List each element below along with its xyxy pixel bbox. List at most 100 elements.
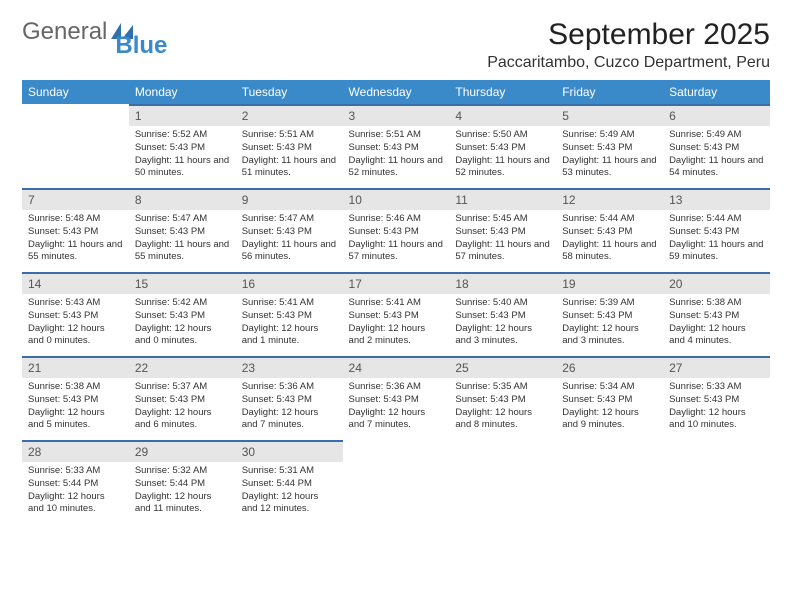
sunset-text: Sunset: 5:43 PM	[562, 142, 657, 155]
day-details: Sunrise: 5:36 AMSunset: 5:43 PMDaylight:…	[236, 378, 343, 438]
calendar-cell: 13Sunrise: 5:44 AMSunset: 5:43 PMDayligh…	[663, 188, 770, 272]
day-details: Sunrise: 5:32 AMSunset: 5:44 PMDaylight:…	[129, 462, 236, 522]
daylight-text: Daylight: 12 hours and 3 minutes.	[455, 323, 550, 349]
day-number: 14	[22, 272, 129, 294]
daylight-text: Daylight: 11 hours and 51 minutes.	[242, 155, 337, 181]
day-details: Sunrise: 5:43 AMSunset: 5:43 PMDaylight:…	[22, 294, 129, 354]
calendar-cell: 1Sunrise: 5:52 AMSunset: 5:43 PMDaylight…	[129, 104, 236, 188]
daylight-text: Daylight: 11 hours and 59 minutes.	[669, 239, 764, 265]
day-details: Sunrise: 5:41 AMSunset: 5:43 PMDaylight:…	[236, 294, 343, 354]
day-details: Sunrise: 5:34 AMSunset: 5:43 PMDaylight:…	[556, 378, 663, 438]
calendar-cell: 17Sunrise: 5:41 AMSunset: 5:43 PMDayligh…	[343, 272, 450, 356]
daylight-text: Daylight: 11 hours and 55 minutes.	[135, 239, 230, 265]
sunset-text: Sunset: 5:43 PM	[135, 394, 230, 407]
day-details: Sunrise: 5:37 AMSunset: 5:43 PMDaylight:…	[129, 378, 236, 438]
calendar-cell: 7Sunrise: 5:48 AMSunset: 5:43 PMDaylight…	[22, 188, 129, 272]
day-number: 18	[449, 272, 556, 294]
day-number: 30	[236, 440, 343, 462]
day-details: Sunrise: 5:49 AMSunset: 5:43 PMDaylight:…	[663, 126, 770, 186]
sunrise-text: Sunrise: 5:44 AM	[669, 213, 764, 226]
sunrise-text: Sunrise: 5:32 AM	[135, 465, 230, 478]
sunrise-text: Sunrise: 5:47 AM	[242, 213, 337, 226]
sunrise-text: Sunrise: 5:49 AM	[669, 129, 764, 142]
calendar-cell: 11Sunrise: 5:45 AMSunset: 5:43 PMDayligh…	[449, 188, 556, 272]
daylight-text: Daylight: 12 hours and 4 minutes.	[669, 323, 764, 349]
day-details: Sunrise: 5:40 AMSunset: 5:43 PMDaylight:…	[449, 294, 556, 354]
daylight-text: Daylight: 12 hours and 3 minutes.	[562, 323, 657, 349]
calendar-cell	[449, 440, 556, 524]
weekday-header: Saturday	[663, 80, 770, 104]
calendar-cell: 3Sunrise: 5:51 AMSunset: 5:43 PMDaylight…	[343, 104, 450, 188]
sunrise-text: Sunrise: 5:45 AM	[455, 213, 550, 226]
sunset-text: Sunset: 5:44 PM	[135, 478, 230, 491]
sunrise-text: Sunrise: 5:40 AM	[455, 297, 550, 310]
day-number: 13	[663, 188, 770, 210]
sunrise-text: Sunrise: 5:33 AM	[28, 465, 123, 478]
sunset-text: Sunset: 5:43 PM	[242, 394, 337, 407]
sunrise-text: Sunrise: 5:52 AM	[135, 129, 230, 142]
calendar-cell: 6Sunrise: 5:49 AMSunset: 5:43 PMDaylight…	[663, 104, 770, 188]
day-number: 17	[343, 272, 450, 294]
day-details: Sunrise: 5:42 AMSunset: 5:43 PMDaylight:…	[129, 294, 236, 354]
sunset-text: Sunset: 5:43 PM	[242, 142, 337, 155]
calendar-cell: 21Sunrise: 5:38 AMSunset: 5:43 PMDayligh…	[22, 356, 129, 440]
sunset-text: Sunset: 5:43 PM	[669, 142, 764, 155]
daylight-text: Daylight: 12 hours and 8 minutes.	[455, 407, 550, 433]
daylight-text: Daylight: 11 hours and 54 minutes.	[669, 155, 764, 181]
day-details: Sunrise: 5:47 AMSunset: 5:43 PMDaylight:…	[129, 210, 236, 270]
day-details: Sunrise: 5:50 AMSunset: 5:43 PMDaylight:…	[449, 126, 556, 186]
daylight-text: Daylight: 12 hours and 11 minutes.	[135, 491, 230, 517]
sunrise-text: Sunrise: 5:38 AM	[669, 297, 764, 310]
sunrise-text: Sunrise: 5:47 AM	[135, 213, 230, 226]
day-details: Sunrise: 5:51 AMSunset: 5:43 PMDaylight:…	[343, 126, 450, 186]
calendar-cell	[22, 104, 129, 188]
day-details: Sunrise: 5:44 AMSunset: 5:43 PMDaylight:…	[556, 210, 663, 270]
day-number: 19	[556, 272, 663, 294]
day-number: 4	[449, 104, 556, 126]
calendar-table: SundayMondayTuesdayWednesdayThursdayFrid…	[22, 80, 770, 524]
day-number: 25	[449, 356, 556, 378]
sunrise-text: Sunrise: 5:33 AM	[669, 381, 764, 394]
day-details: Sunrise: 5:38 AMSunset: 5:43 PMDaylight:…	[663, 294, 770, 354]
sunrise-text: Sunrise: 5:36 AM	[242, 381, 337, 394]
sunset-text: Sunset: 5:43 PM	[135, 142, 230, 155]
sunset-text: Sunset: 5:43 PM	[349, 310, 444, 323]
brand-part1: General	[22, 18, 107, 46]
calendar-cell: 18Sunrise: 5:40 AMSunset: 5:43 PMDayligh…	[449, 272, 556, 356]
calendar-cell: 5Sunrise: 5:49 AMSunset: 5:43 PMDaylight…	[556, 104, 663, 188]
daylight-text: Daylight: 11 hours and 52 minutes.	[455, 155, 550, 181]
sunrise-text: Sunrise: 5:38 AM	[28, 381, 123, 394]
brand-part2: Blue	[115, 32, 167, 60]
calendar-cell: 20Sunrise: 5:38 AMSunset: 5:43 PMDayligh…	[663, 272, 770, 356]
daylight-text: Daylight: 12 hours and 10 minutes.	[669, 407, 764, 433]
sunrise-text: Sunrise: 5:42 AM	[135, 297, 230, 310]
sunset-text: Sunset: 5:43 PM	[28, 394, 123, 407]
daylight-text: Daylight: 12 hours and 6 minutes.	[135, 407, 230, 433]
calendar-week-row: 21Sunrise: 5:38 AMSunset: 5:43 PMDayligh…	[22, 356, 770, 440]
sunset-text: Sunset: 5:43 PM	[349, 394, 444, 407]
calendar-cell: 22Sunrise: 5:37 AMSunset: 5:43 PMDayligh…	[129, 356, 236, 440]
calendar-cell: 23Sunrise: 5:36 AMSunset: 5:43 PMDayligh…	[236, 356, 343, 440]
day-number: 11	[449, 188, 556, 210]
calendar-cell: 27Sunrise: 5:33 AMSunset: 5:43 PMDayligh…	[663, 356, 770, 440]
sunset-text: Sunset: 5:43 PM	[28, 310, 123, 323]
day-number: 10	[343, 188, 450, 210]
day-number: 5	[556, 104, 663, 126]
sunrise-text: Sunrise: 5:31 AM	[242, 465, 337, 478]
sunset-text: Sunset: 5:43 PM	[669, 310, 764, 323]
day-number: 15	[129, 272, 236, 294]
brand-logo: General Blue	[22, 18, 167, 46]
daylight-text: Daylight: 12 hours and 0 minutes.	[28, 323, 123, 349]
day-number: 1	[129, 104, 236, 126]
daylight-text: Daylight: 11 hours and 50 minutes.	[135, 155, 230, 181]
calendar-cell	[663, 440, 770, 524]
calendar-cell: 19Sunrise: 5:39 AMSunset: 5:43 PMDayligh…	[556, 272, 663, 356]
calendar-week-row: 1Sunrise: 5:52 AMSunset: 5:43 PMDaylight…	[22, 104, 770, 188]
sunrise-text: Sunrise: 5:41 AM	[242, 297, 337, 310]
sunset-text: Sunset: 5:43 PM	[562, 394, 657, 407]
day-number: 12	[556, 188, 663, 210]
weekday-header: Wednesday	[343, 80, 450, 104]
sunset-text: Sunset: 5:43 PM	[242, 226, 337, 239]
calendar-cell: 12Sunrise: 5:44 AMSunset: 5:43 PMDayligh…	[556, 188, 663, 272]
day-details: Sunrise: 5:52 AMSunset: 5:43 PMDaylight:…	[129, 126, 236, 186]
